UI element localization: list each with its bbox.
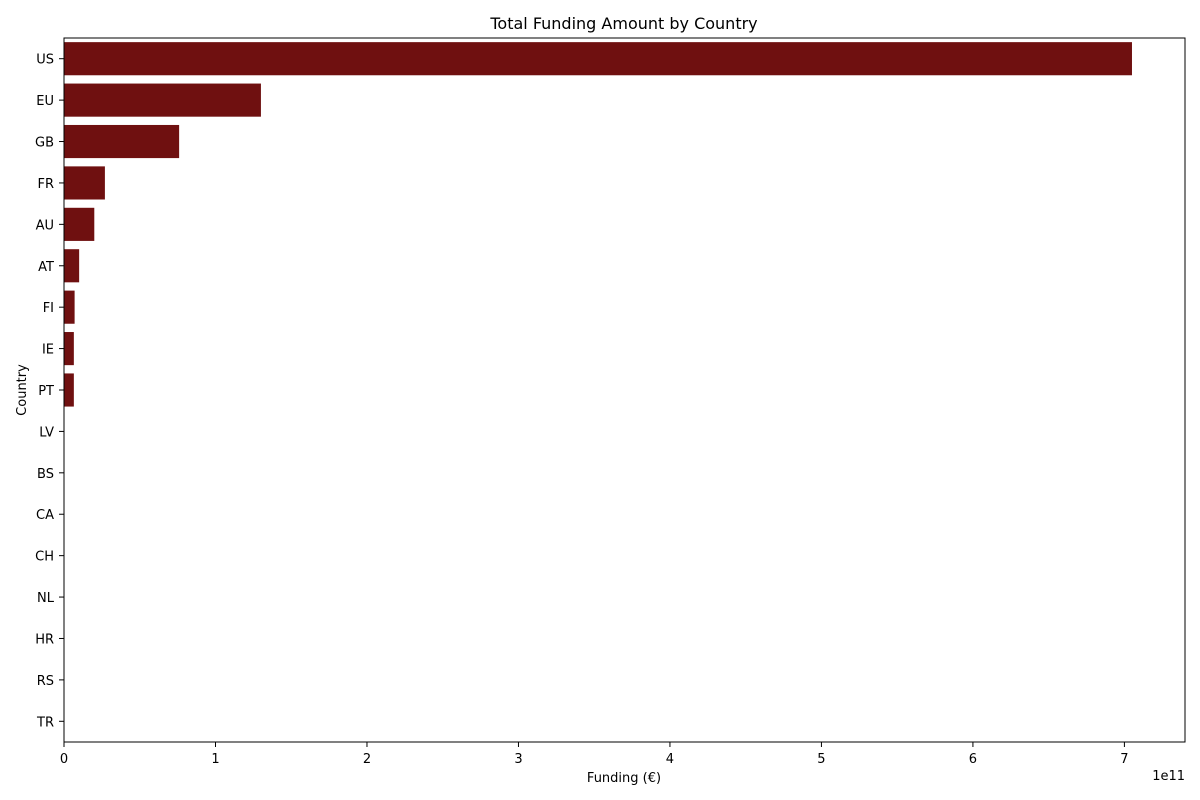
bars-group [64,42,1132,738]
y-tick-label: NL [37,591,55,606]
x-tick-label: 5 [817,752,825,767]
x-axis-label: Funding (€) [587,771,661,786]
y-axis-ticks: US EU GB FR AU AT FI IE PT LV BS CA CH NL HR RS TR [35,53,64,730]
y-tick-label: US [36,53,54,68]
y-tick-label: LV [39,425,54,440]
y-tick-label: IE [42,343,54,358]
y-tick-label: AU [36,218,54,233]
x-tick-label: 1 [211,752,219,767]
y-tick-label: CH [35,550,54,565]
y-tick-label: FR [37,177,54,192]
y-tick-label: BS [37,467,54,482]
x-tick-label: 2 [363,752,371,767]
y-tick-label: PT [38,384,54,399]
bar-fr [64,166,105,200]
y-tick-label: AT [38,260,54,275]
x-tick-label: 3 [514,752,522,767]
y-axis-label: Country [15,364,30,416]
y-tick-label: RS [37,674,54,689]
bar-us [64,42,1132,76]
bar-fi [64,290,75,324]
bar-ie [64,332,74,366]
bar-pt [64,373,74,407]
bar-au [64,207,95,241]
y-tick-label: CA [36,508,54,523]
bar-eu [64,83,261,117]
plot-frame [63,37,1186,743]
y-tick-label: GB [35,136,54,151]
chart-title: Total Funding Amount by Country [489,14,757,33]
y-tick-label: FI [43,301,54,316]
x-tick-label: 6 [969,752,977,767]
x-tick-label: 7 [1120,752,1128,767]
y-tick-label: TR [36,715,54,730]
y-tick-label: EU [36,94,54,109]
x-axis-ticks: 0 1 2 3 4 5 6 7 [60,742,1129,767]
x-tick-label: 0 [60,752,68,767]
bar-at [64,249,80,283]
y-tick-label: HR [35,632,54,647]
bar-gb [64,124,180,159]
x-tick-label: 4 [666,752,674,767]
x-axis-offset-label: 1e11 [1152,769,1185,784]
